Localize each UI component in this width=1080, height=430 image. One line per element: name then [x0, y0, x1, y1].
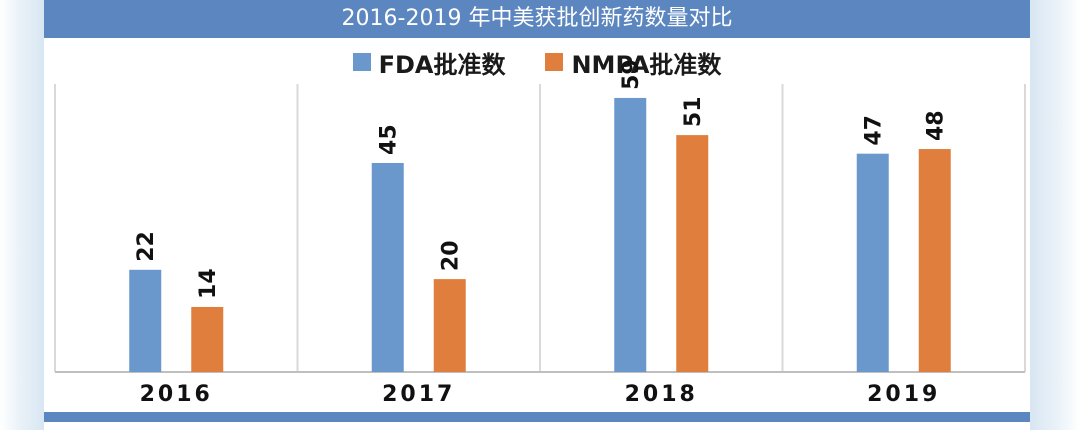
legend-swatch-fda [352, 53, 371, 71]
legend: FDA批准数 NMPA批准数 [44, 44, 1030, 80]
right-margin-shading [1030, 0, 1080, 430]
x-tick-label-2019: 2019 [867, 382, 940, 407]
legend-item-fda: FDA批准数 [352, 45, 506, 80]
bar-fda-2016 [129, 269, 162, 372]
data-label-nmpa-2018: 51 [681, 96, 706, 127]
legend-swatch-nmpa [545, 53, 564, 71]
data-label-fda-2019: 47 [862, 115, 887, 146]
data-label-nmpa-2019: 48 [924, 110, 949, 141]
x-tick-label-2018: 2018 [625, 382, 698, 407]
x-tick-label-2016: 2016 [140, 382, 213, 407]
legend-item-nmpa: NMPA批准数 [545, 45, 721, 80]
bar-nmpa-2016 [191, 306, 224, 372]
data-label-fda-2017: 45 [377, 124, 402, 155]
bar-fda-2017 [371, 162, 404, 372]
data-label-fda-2018: 59 [619, 59, 644, 90]
chart-title: 2016-2019 年中美获批创新药数量对比 [44, 0, 1030, 38]
bottom-bar [44, 412, 1030, 422]
bar-fda-2018 [614, 97, 647, 372]
legend-label-nmpa: NMPA批准数 [571, 50, 722, 79]
data-label-fda-2016: 22 [134, 231, 159, 262]
legend-label-fda: FDA批准数 [378, 50, 506, 79]
bar-nmpa-2018 [676, 135, 709, 372]
x-tick-label-2017: 2017 [382, 382, 455, 407]
bar-nmpa-2019 [918, 149, 951, 372]
bar-nmpa-2017 [433, 279, 466, 372]
bar-fda-2019 [856, 153, 889, 372]
data-label-nmpa-2017: 20 [439, 240, 464, 271]
left-margin-shading [0, 0, 44, 430]
data-label-nmpa-2016: 14 [196, 268, 221, 299]
